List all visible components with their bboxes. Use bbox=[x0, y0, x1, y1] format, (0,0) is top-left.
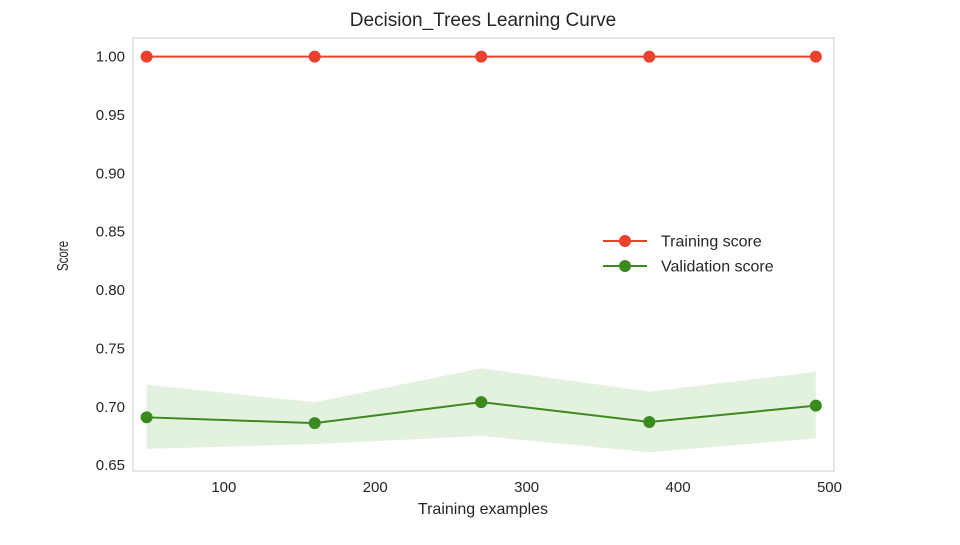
legend: Training score Validation score bbox=[603, 234, 774, 276]
x-axis-ticks: 100 200 300 400 500 bbox=[211, 479, 842, 496]
y-tick-label: 0.80 bbox=[96, 282, 125, 299]
y-tick-label: 0.90 bbox=[96, 165, 125, 182]
x-tick-label: 300 bbox=[514, 479, 539, 496]
y-tick-label: 0.70 bbox=[96, 399, 125, 416]
data-point-1-0 bbox=[140, 411, 153, 424]
legend-label-1: Validation score bbox=[661, 259, 774, 276]
x-tick-label: 400 bbox=[666, 479, 691, 496]
confidence-bands bbox=[146, 368, 816, 453]
data-point-0-0 bbox=[140, 50, 153, 63]
x-tick-label: 200 bbox=[363, 479, 388, 496]
data-point-0-2 bbox=[475, 50, 488, 63]
y-tick-label: 0.75 bbox=[96, 340, 125, 357]
y-axis-ticks: 0.65 0.70 0.75 0.80 0.85 0.90 0.95 1.00 bbox=[96, 49, 125, 474]
data-point-0-1 bbox=[308, 50, 321, 63]
legend-label-0: Training score bbox=[661, 234, 762, 251]
y-tick-label: 0.65 bbox=[96, 457, 125, 474]
chart-title: Decision_Trees Learning Curve bbox=[350, 10, 616, 31]
y-tick-label: 1.00 bbox=[96, 49, 125, 66]
legend-marker-0 bbox=[619, 235, 631, 247]
x-tick-label: 100 bbox=[211, 479, 236, 496]
confidence-band-1 bbox=[146, 368, 816, 453]
series-points bbox=[140, 50, 822, 430]
data-point-0-3 bbox=[643, 50, 656, 63]
data-point-1-2 bbox=[475, 396, 488, 409]
legend-marker-1 bbox=[619, 260, 631, 272]
y-axis-label: Score bbox=[53, 241, 71, 271]
x-tick-label: 500 bbox=[817, 479, 842, 496]
data-point-1-1 bbox=[308, 417, 321, 430]
data-point-1-4 bbox=[809, 399, 822, 412]
data-point-1-3 bbox=[643, 415, 656, 428]
data-point-0-4 bbox=[809, 50, 822, 63]
y-tick-label: 0.85 bbox=[96, 224, 125, 241]
y-tick-label: 0.95 bbox=[96, 107, 125, 124]
x-axis-label: Training examples bbox=[418, 501, 548, 518]
